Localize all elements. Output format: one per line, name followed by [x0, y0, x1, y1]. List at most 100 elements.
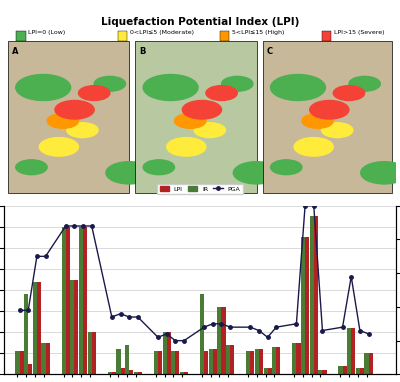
Bar — [88, 332, 92, 374]
Bar — [62, 227, 66, 374]
Bar — [171, 351, 175, 374]
Bar — [272, 347, 276, 374]
Bar — [364, 353, 368, 374]
Circle shape — [78, 86, 110, 100]
Circle shape — [16, 160, 47, 175]
Bar — [255, 349, 259, 374]
Bar — [108, 372, 112, 374]
Bar — [356, 368, 360, 374]
Bar — [301, 237, 305, 374]
Bar — [342, 366, 347, 374]
Circle shape — [143, 160, 174, 175]
FancyBboxPatch shape — [322, 31, 331, 41]
Text: C: C — [267, 47, 273, 56]
Bar — [217, 307, 222, 374]
Bar — [338, 366, 342, 374]
Bar — [230, 345, 234, 374]
Bar — [162, 332, 167, 374]
Bar — [310, 216, 314, 374]
Circle shape — [222, 76, 253, 91]
Circle shape — [143, 74, 198, 100]
Bar — [24, 294, 28, 374]
Circle shape — [106, 162, 153, 184]
Circle shape — [206, 86, 237, 100]
Bar — [33, 282, 37, 374]
Text: Liquefaction Potential Index (LPI): Liquefaction Potential Index (LPI) — [101, 17, 299, 27]
Bar — [167, 332, 171, 374]
Circle shape — [270, 160, 302, 175]
Legend: LPI, IR, PGA: LPI, IR, PGA — [157, 184, 243, 194]
Circle shape — [67, 123, 98, 138]
Circle shape — [174, 113, 206, 128]
Bar — [222, 307, 226, 374]
Bar — [46, 343, 50, 374]
Bar — [180, 372, 184, 374]
Bar — [125, 345, 129, 374]
Bar — [209, 349, 213, 374]
Bar — [264, 368, 268, 374]
Bar — [79, 227, 83, 374]
FancyBboxPatch shape — [263, 41, 392, 193]
Bar — [154, 351, 158, 374]
Circle shape — [270, 74, 326, 100]
Bar — [213, 349, 217, 374]
FancyBboxPatch shape — [16, 31, 26, 41]
Circle shape — [194, 123, 226, 138]
Bar — [138, 372, 142, 374]
Circle shape — [182, 100, 222, 119]
Circle shape — [361, 162, 400, 184]
Bar — [129, 370, 133, 374]
Bar — [360, 368, 364, 374]
Bar — [134, 372, 138, 374]
Bar — [276, 347, 280, 374]
Circle shape — [16, 74, 71, 100]
Circle shape — [333, 86, 365, 100]
Bar — [351, 328, 355, 374]
Bar — [296, 343, 300, 374]
Text: B: B — [139, 47, 146, 56]
Bar — [83, 227, 87, 374]
Text: 5<LPI≤15 (High): 5<LPI≤15 (High) — [232, 30, 284, 35]
Bar — [268, 368, 272, 374]
Bar — [250, 351, 254, 374]
Circle shape — [94, 76, 126, 91]
Bar — [120, 368, 125, 374]
Bar — [368, 353, 373, 374]
Bar — [175, 351, 180, 374]
Bar — [184, 372, 188, 374]
Bar — [200, 294, 204, 374]
Text: 0<LPI≤5 (Moderate): 0<LPI≤5 (Moderate) — [130, 30, 194, 35]
Bar — [292, 343, 296, 374]
Circle shape — [233, 162, 280, 184]
Bar — [37, 282, 41, 374]
FancyBboxPatch shape — [220, 31, 230, 41]
FancyBboxPatch shape — [135, 41, 257, 193]
Text: A: A — [12, 47, 18, 56]
Bar — [347, 328, 351, 374]
Circle shape — [55, 100, 94, 119]
Bar — [20, 351, 24, 374]
FancyBboxPatch shape — [8, 41, 130, 193]
Bar — [70, 280, 74, 374]
Bar — [259, 349, 263, 374]
Circle shape — [322, 123, 353, 138]
Text: LPI=0 (Low): LPI=0 (Low) — [28, 30, 66, 35]
Circle shape — [39, 138, 78, 156]
Circle shape — [302, 113, 333, 128]
Bar — [314, 216, 318, 374]
Circle shape — [349, 76, 380, 91]
Bar — [246, 351, 250, 374]
Bar — [74, 280, 78, 374]
Bar — [28, 364, 32, 374]
FancyBboxPatch shape — [118, 31, 128, 41]
Circle shape — [47, 113, 78, 128]
Bar — [42, 343, 46, 374]
Bar — [305, 237, 309, 374]
Bar — [204, 351, 208, 374]
Bar — [158, 351, 162, 374]
Bar — [226, 345, 230, 374]
Bar — [322, 370, 326, 374]
Bar — [116, 349, 120, 374]
Text: LPI>15 (Severe): LPI>15 (Severe) — [334, 30, 384, 35]
Bar — [66, 227, 70, 374]
